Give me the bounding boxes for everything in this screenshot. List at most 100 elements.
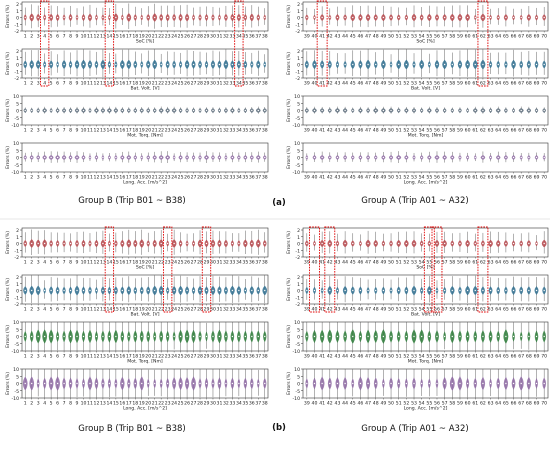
x-tick-label: 60 [465,81,471,87]
violin-median [31,335,33,338]
x-tick-label: 14 [106,401,112,407]
x-tick-label: 18 [132,401,138,407]
x-tick-label: 56 [434,175,440,181]
x-tick-label: 41 [319,401,325,407]
violin-median [535,335,538,338]
y-tick-label: 10 [13,141,19,147]
violin-median [413,382,415,385]
violin-median [31,289,33,292]
violin-median [102,109,104,112]
violin-median [321,335,323,338]
x-tick-label: 69 [534,34,540,40]
violin-median [76,109,78,112]
x-tick-label: 4 [43,175,46,181]
violin-median [390,156,392,159]
x-tick-label: 64 [495,81,501,87]
x-tick-label: 11 [87,401,93,407]
violin-median [459,156,461,159]
violin-median [199,242,201,245]
x-tick-label: 32 [223,81,229,87]
violin-median [520,289,522,292]
violin-median [95,382,98,385]
violin-median [251,156,253,159]
violin-median [82,63,85,66]
y-tick-label: 2 [297,275,300,281]
x-tick-label: 52 [403,260,409,266]
violin-median [166,382,169,385]
x-tick-label: 3 [37,401,40,407]
x-tick-label: 22 [158,128,164,134]
x-tick-label: 32 [223,34,229,40]
violin-median [520,382,522,385]
x-tick-label: 47 [365,81,371,87]
violin-median [166,156,169,159]
x-tick-label: 15 [113,34,119,40]
violin-median [147,109,149,112]
x-tick-label: 70 [541,307,547,313]
violin-median [95,242,98,245]
x-tick-label: 52 [403,128,409,134]
violin-median [489,63,492,66]
violin-median [398,156,400,159]
y-tick-label: -10 [292,396,300,402]
violin-median [192,156,195,159]
violin-median [512,16,515,19]
x-tick-label: 29 [204,354,210,360]
x-tick-label: 10 [81,354,87,360]
plot-frame [302,368,549,399]
violin-median [108,289,111,292]
x-tick-label: 16 [119,307,125,313]
violin-median [212,156,214,159]
x-tick-label: 16 [119,34,125,40]
y-tick-label: 2 [16,49,19,55]
x-tick-label: 31 [217,401,223,407]
highlight-box-trip-62 [477,0,489,87]
x-tick-label: 9 [76,175,79,181]
violin-median [31,156,33,159]
x-tick-label: 7 [63,128,66,134]
violin-median [166,335,169,338]
violin-median [489,109,492,112]
violin-median [512,289,515,292]
x-tick-label: 20 [145,260,151,266]
violin-median [497,289,499,292]
x-tick-label: 37 [255,81,261,87]
violin-median [344,335,346,338]
violin-median [134,109,136,112]
violin-median [115,289,117,292]
violin-median [264,156,266,159]
violin-median [108,63,111,66]
x-tick-label: 52 [403,307,409,313]
violin-median [264,242,266,245]
x-tick-label: 56 [434,34,440,40]
violin-median [505,335,507,338]
violin-median [443,382,446,385]
violin-median [121,382,124,385]
violin-median [543,63,545,66]
y-tick-label: 5 [297,101,300,107]
x-tick-label: 47 [365,34,371,40]
violin-median [398,109,400,112]
x-tick-label: 56 [434,401,440,407]
x-axis-label: Mot. Torq. [Nm] [127,359,163,365]
x-tick-label: 9 [76,260,79,266]
violin-median [37,382,39,385]
violin-median [336,63,339,66]
x-tick-label: 43 [335,307,341,313]
violin-median [352,382,354,385]
x-tick-label: 29 [204,401,210,407]
x-tick-label: 8 [69,260,72,266]
violin-median [128,382,130,385]
x-tick-label: 38 [262,260,268,266]
y-tick-label: -5 [295,163,300,169]
x-tick-label: 1 [24,401,27,407]
x-tick-label: 29 [204,128,210,134]
x-tick-label: 26 [184,307,190,313]
violin-median [212,242,214,245]
x-tick-label: 5 [50,128,53,134]
violin-median [128,63,130,66]
x-tick-label: 40 [312,34,318,40]
violin-median [238,382,240,385]
violin-median [306,109,308,112]
